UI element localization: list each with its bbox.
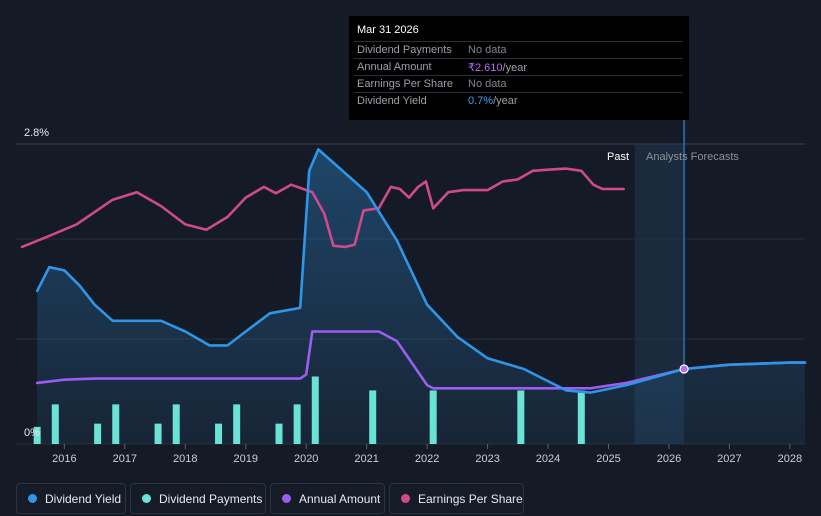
dividend-chart: 2016 2017 2018 2019 2020 2021 2022 2023 2024 2025… xyxy=(16,118,807,465)
tooltip: Mar 31 2026 Dividend Payments No data An… xyxy=(349,16,689,120)
legend-dot-icon xyxy=(401,494,410,503)
dividend-payment-bar xyxy=(369,390,377,444)
legend-label: Earnings Per Share xyxy=(418,492,523,506)
legend-dot-icon xyxy=(142,494,151,503)
dividend-payment-bar xyxy=(429,390,437,444)
tooltip-value: No data xyxy=(468,78,507,90)
x-tick-label: 2016 xyxy=(52,453,76,465)
eps-line xyxy=(20,167,625,249)
legend-label: Dividend Payments xyxy=(159,492,263,506)
x-tick-label: 2020 xyxy=(294,453,318,465)
dividend-payment-bar xyxy=(215,423,223,444)
x-tick-label: 2027 xyxy=(717,453,741,465)
x-tick-label: 2028 xyxy=(778,453,802,465)
x-tick-label: 2018 xyxy=(173,453,197,465)
dividend-payment-bar xyxy=(517,390,525,444)
tooltip-value-amount: 0.7% xyxy=(468,95,494,107)
dividend-payment-bar xyxy=(112,404,120,444)
tooltip-row-annual-amount: Annual Amount ₹2.610/year xyxy=(354,58,683,76)
dividend-payment-bar xyxy=(51,404,59,444)
x-tick-label: 2022 xyxy=(415,453,439,465)
tooltip-value: No data xyxy=(468,44,507,56)
tooltip-row-dividend-yield: Dividend Yield 0.7%/year xyxy=(354,92,683,110)
legend-dividend-yield[interactable]: Dividend Yield xyxy=(16,483,126,514)
y-axis-top-label: 2.8% xyxy=(24,127,49,139)
x-tick-label: 2021 xyxy=(354,453,378,465)
dividend-payment-bar xyxy=(154,423,162,444)
legend-dot-icon xyxy=(28,494,37,503)
x-axis-ticks: 2016 2017 2018 2019 2020 2021 2022 2023 2024 2025… xyxy=(52,444,802,465)
dividend-payment-bars xyxy=(33,376,585,444)
dividend-payment-bar xyxy=(311,376,319,444)
dividend-payment-bar xyxy=(94,423,102,444)
tooltip-value-unit: /year xyxy=(502,62,527,74)
tooltip-row-eps: Earnings Per Share No data xyxy=(354,75,683,93)
tooltip-date: Mar 31 2026 xyxy=(357,24,419,36)
legend-label: Dividend Yield xyxy=(45,492,122,506)
hover-point xyxy=(679,364,689,374)
x-tick-label: 2025 xyxy=(596,453,620,465)
tooltip-value-amount: ₹2.610 xyxy=(468,62,503,74)
dividend-payment-bar xyxy=(293,404,301,444)
tooltip-value: 0.7%/year xyxy=(468,95,518,107)
legend-dividend-payments[interactable]: Dividend Payments xyxy=(130,483,266,514)
legend-earnings-per-share[interactable]: Earnings Per Share xyxy=(389,483,524,514)
yield-area-fill xyxy=(37,149,805,444)
tooltip-value: ₹2.610/year xyxy=(468,61,527,74)
x-tick-label: 2019 xyxy=(234,453,258,465)
legend-dot-icon xyxy=(282,494,291,503)
dividend-payment-bar xyxy=(275,423,283,444)
dividend-payment-bar xyxy=(233,404,241,444)
dividend-payment-bar xyxy=(172,404,180,444)
yield-area xyxy=(37,149,805,444)
dividend-payment-bar xyxy=(33,426,41,444)
tooltip-label: Annual Amount xyxy=(357,61,432,73)
tooltip-label: Earnings Per Share xyxy=(357,78,453,90)
tooltip-label: Dividend Payments xyxy=(357,44,452,56)
tooltip-label: Dividend Yield xyxy=(357,95,427,107)
forecast-label: Analysts Forecasts xyxy=(646,151,739,163)
past-label: Past xyxy=(607,151,629,163)
tooltip-value-unit: /year xyxy=(493,95,518,107)
legend-annual-amount[interactable]: Annual Amount xyxy=(270,483,385,514)
y-axis-bottom-label: 0% xyxy=(24,427,40,439)
dividend-payment-bar xyxy=(577,390,585,444)
legend-label: Annual Amount xyxy=(299,492,381,506)
x-tick-label: 2026 xyxy=(657,453,681,465)
x-tick-label: 2023 xyxy=(475,453,499,465)
x-tick-label: 2024 xyxy=(536,453,560,465)
x-tick-label: 2017 xyxy=(113,453,137,465)
series-lines xyxy=(20,148,807,394)
tooltip-row-dividend-payments: Dividend Payments No data xyxy=(354,41,683,59)
dividend-yield-line xyxy=(35,148,807,394)
